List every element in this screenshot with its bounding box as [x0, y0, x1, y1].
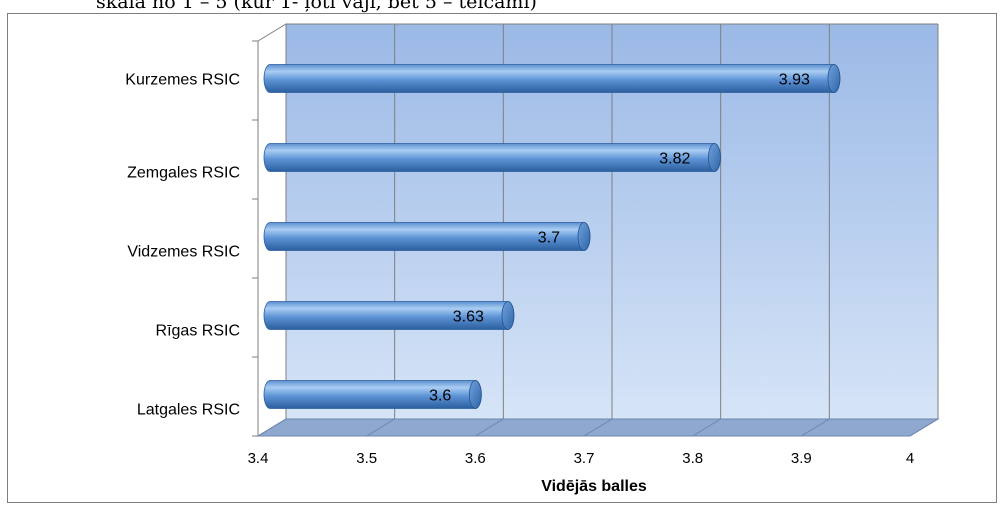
- bar-end-cap: [827, 64, 841, 93]
- category-label: Rīgas RSIC: [156, 323, 240, 340]
- x-tick-label: 3.6: [465, 450, 486, 467]
- bar: [263, 380, 482, 409]
- x-axis-title: Vidējās balles: [541, 478, 647, 495]
- floor-gridline: [801, 418, 830, 437]
- x-tick-label: 3.8: [682, 450, 703, 467]
- x-tick-label: 3.5: [356, 450, 377, 467]
- bar-end-cap: [708, 143, 721, 172]
- floor-gridline: [692, 418, 721, 437]
- floor-gridline: [909, 418, 939, 437]
- data-label: 3.6: [429, 388, 451, 405]
- bar-end-cap: [468, 380, 482, 409]
- floor-gridline: [583, 418, 613, 437]
- bar-end-cap: [577, 222, 591, 251]
- bar: [263, 222, 591, 251]
- category-label: Vidzemes RSIC: [127, 244, 240, 261]
- category-label: Latgales RSIC: [137, 402, 240, 419]
- bar-chart: 3.93 3.82 3.7 3.63 3.6 3.4 3.5 3.6 3.7 3.8 3.9 4 Ku…: [125, 23, 940, 495]
- data-label: 3.63: [453, 309, 484, 326]
- data-label: 3.7: [538, 230, 560, 247]
- floor-gridline: [475, 418, 504, 437]
- bar: [263, 64, 841, 93]
- bar-body: [263, 64, 841, 93]
- data-label: 3.82: [659, 151, 690, 168]
- chart-frame: 3.93 3.82 3.7 3.63 3.6 3.4 3.5 3.6 3.7 3.8 3.9 4 Ku…: [7, 13, 997, 503]
- chart-caption: skala no 1 – 5 (kur 1- ļoti vāji, bet 5 …: [96, 0, 537, 13]
- category-label: Zemgales RSIC: [127, 165, 240, 182]
- category-label: Kurzemes RSIC: [125, 72, 240, 89]
- x-tick-label: 3.7: [574, 450, 595, 467]
- x-tick-label: 3.9: [791, 450, 812, 467]
- bar: [263, 301, 515, 330]
- bar-body: [263, 143, 721, 172]
- x-tick-label: 4: [906, 450, 914, 467]
- bar-end-cap: [501, 301, 515, 330]
- floor-gridline: [366, 418, 395, 437]
- bar: [263, 143, 721, 172]
- x-tick-label: 3.4: [248, 450, 269, 467]
- floor-gridline: [257, 418, 287, 437]
- data-label: 3.93: [779, 72, 810, 89]
